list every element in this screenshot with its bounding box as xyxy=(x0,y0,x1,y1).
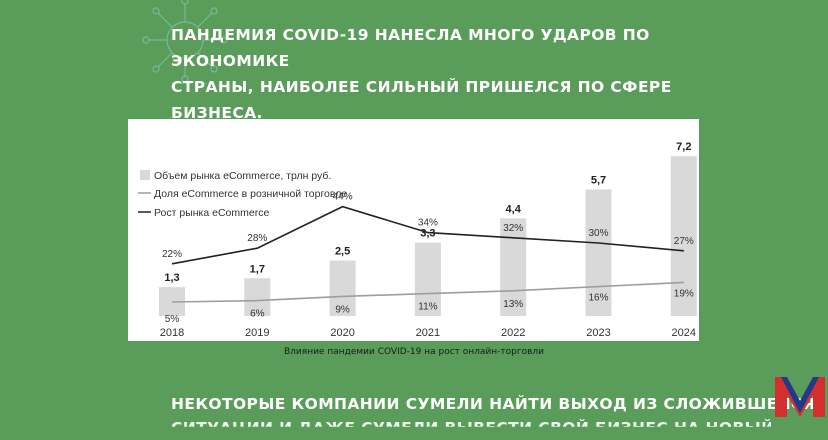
bottom-text: Некоторые компании сумели найти выход из… xyxy=(171,392,828,440)
x-tick-label: 2019 xyxy=(245,327,269,339)
growth-data-label: 30% xyxy=(588,228,608,239)
bar-value-label: 2,5 xyxy=(335,246,350,258)
share-data-label: 9% xyxy=(335,304,350,315)
share-data-label: 19% xyxy=(674,288,694,299)
chart-card: Объем рынка eCommerce, трлн руб. Доля eCo… xyxy=(128,119,699,341)
legend-swatch-bars xyxy=(140,170,150,180)
share-data-label: 16% xyxy=(588,293,608,304)
bar xyxy=(585,189,612,316)
bar xyxy=(500,218,527,316)
bottom-text-line-1: Некоторые компании сумели найти выход из… xyxy=(171,395,816,413)
bar-value-label: 1,3 xyxy=(164,272,179,284)
bar xyxy=(329,260,356,316)
share-series-line xyxy=(171,281,684,303)
legend-label: Объем рынка eCommerce, трлн руб. xyxy=(154,170,331,182)
share-data-label: 11% xyxy=(418,302,437,313)
legend-label: Доля eCommerce в розничной торговле xyxy=(154,188,347,200)
growth-series-line xyxy=(171,205,684,265)
bar xyxy=(670,156,697,316)
growth-data-label: 32% xyxy=(503,223,523,234)
growth-data-label: 28% xyxy=(247,233,267,244)
share-data-label: 6% xyxy=(250,309,265,320)
bar-value-label: 4,4 xyxy=(506,203,522,215)
growth-data-label: 22% xyxy=(162,249,182,260)
x-tick-label: 2022 xyxy=(501,327,525,339)
heading-line-2: страны, наиболее сильный пришелся по сфе… xyxy=(171,78,672,122)
m-logo-icon xyxy=(775,377,825,417)
x-tick-label: 2020 xyxy=(330,327,354,339)
x-tick-label: 2024 xyxy=(672,327,696,339)
x-tick-label: 2023 xyxy=(586,327,610,339)
growth-data-label: 34% xyxy=(418,218,438,229)
x-tick-label: 2021 xyxy=(416,327,440,339)
bar-value-label: 1,7 xyxy=(250,263,265,275)
growth-data-label: 44% xyxy=(333,192,353,203)
growth-data-label: 27% xyxy=(674,236,694,247)
x-tick-label: 2018 xyxy=(160,327,184,339)
share-data-label: 13% xyxy=(503,299,523,310)
chart-caption: Влияние пандемии COVID-19 на рост онлайн… xyxy=(284,347,544,357)
heading-line-1: Пандемия COVID-19 нанесла много ударов п… xyxy=(171,26,650,70)
legend-label: Рост рынка eCommerce xyxy=(154,207,269,219)
bar xyxy=(414,242,441,316)
bar-value-label: 3,3 xyxy=(420,228,435,240)
share-data-label: 5% xyxy=(165,314,180,325)
bar-value-label: 7,2 xyxy=(676,141,691,153)
ecommerce-chart: Объем рынка eCommerce, трлн руб. Доля eCo… xyxy=(138,141,697,339)
bottom-text-line-2: ситуации и даже сумели вывести свой бизн… xyxy=(171,419,828,437)
bar-value-label: 5,7 xyxy=(591,174,606,186)
virus-icon xyxy=(142,0,228,83)
page-heading: Пандемия COVID-19 нанесла много ударов п… xyxy=(171,22,731,126)
bar xyxy=(244,278,271,316)
